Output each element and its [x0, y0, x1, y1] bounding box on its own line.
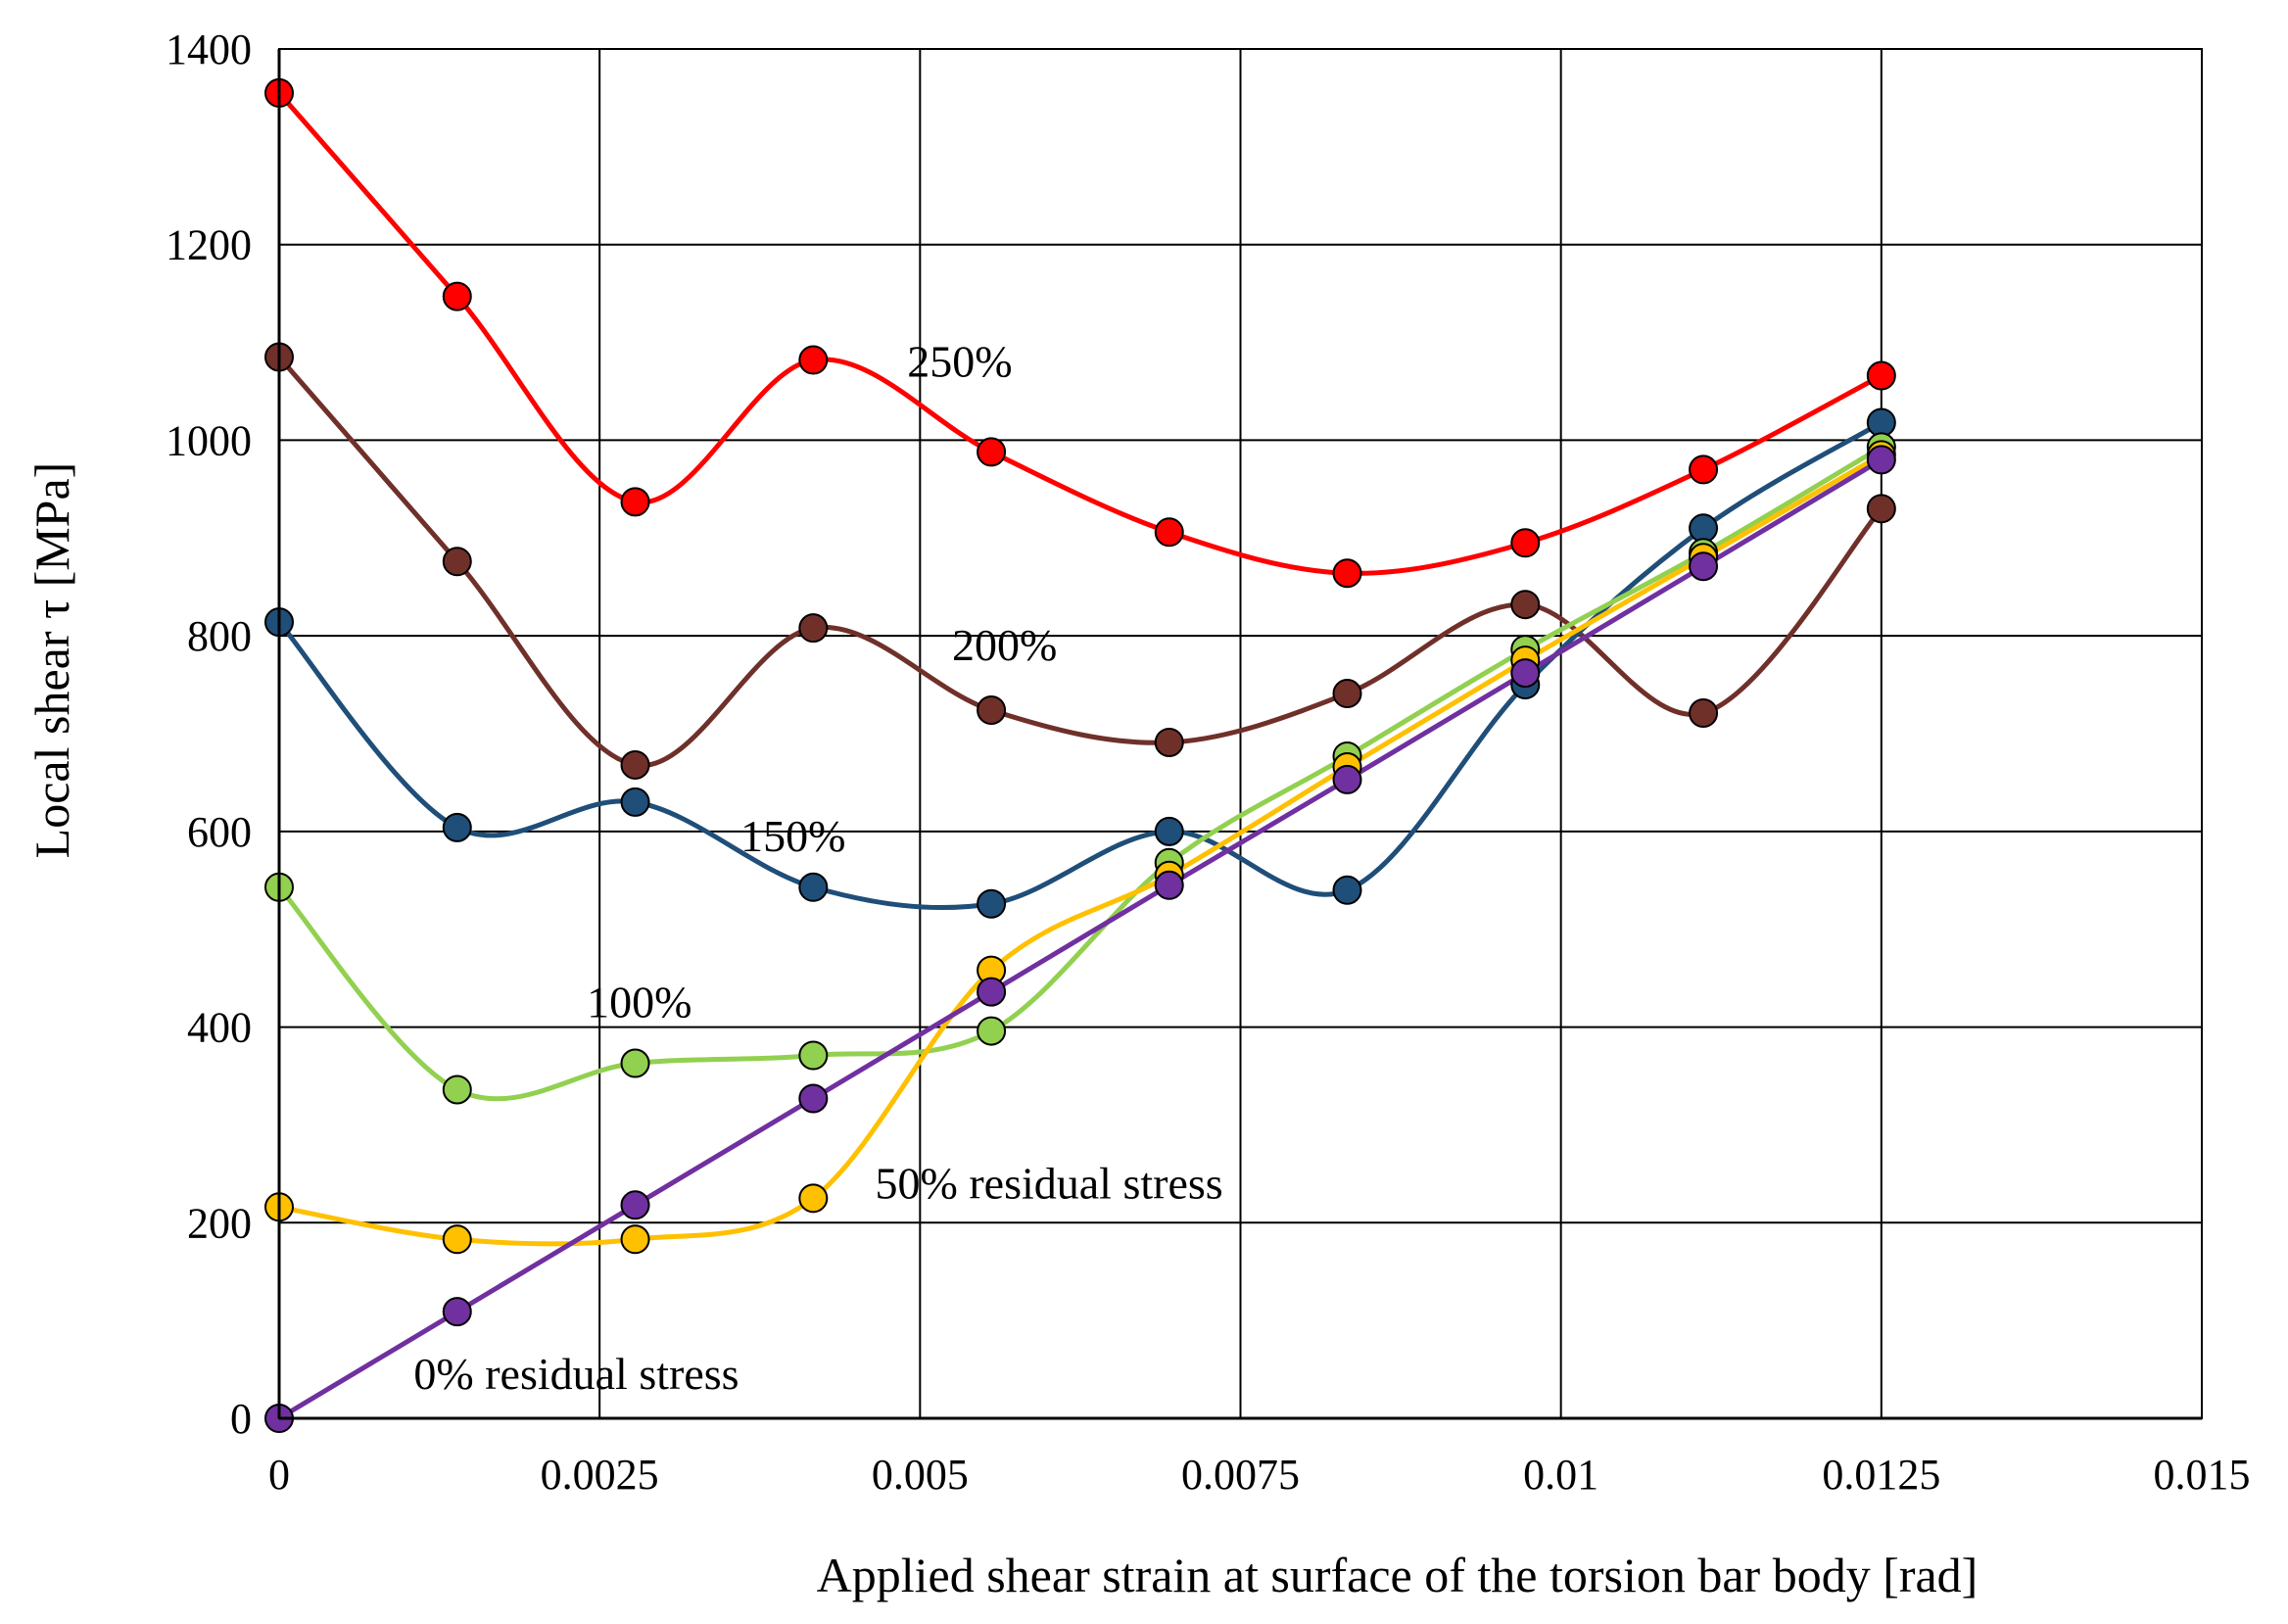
y-tick-label: 1000 — [166, 416, 252, 464]
data-point-50pct — [442, 1224, 472, 1255]
data-point-100pct — [977, 1016, 1007, 1046]
series-annotation: 150% — [740, 811, 845, 861]
y-tick-label: 800 — [187, 612, 252, 660]
data-point-0pct — [1866, 445, 1896, 475]
data-point-250pct — [442, 281, 472, 311]
y-tick-label: 1400 — [166, 25, 252, 73]
data-point-250pct — [1154, 517, 1184, 548]
data-point-150pct — [798, 872, 829, 902]
data-point-0pct — [1332, 764, 1362, 794]
series-line-200pct — [277, 355, 1883, 768]
tick-labels: 0 0.0025 0.005 0.0075 0.01 0.0125 0.015 0 200 400… — [166, 25, 2251, 1499]
data-point-250pct — [798, 345, 829, 375]
data-point-50pct — [620, 1224, 650, 1255]
series-annotation: 50% residual stress — [876, 1158, 1223, 1208]
series-annotation: 100% — [587, 978, 691, 1027]
data-point-200pct — [620, 749, 650, 780]
annotations: 250% 200% 150% 100% 50% residual stress 0% re… — [413, 337, 1222, 1400]
data-point-250pct — [1332, 558, 1362, 589]
data-point-100pct — [620, 1048, 650, 1078]
data-point-200pct — [1510, 590, 1541, 620]
x-tick-label: 0.0125 — [1822, 1451, 1940, 1499]
data-point-200pct — [1154, 727, 1184, 757]
data-point-250pct — [1689, 454, 1719, 485]
series-annotation: 0% residual stress — [413, 1349, 739, 1399]
data-point-150pct — [1866, 407, 1896, 438]
data-point-250pct — [620, 487, 650, 517]
series-markers — [264, 77, 1896, 1433]
data-point-150pct — [1689, 513, 1719, 544]
data-point-150pct — [1332, 875, 1362, 905]
data-point-0pct — [1510, 658, 1541, 689]
series-lines — [277, 91, 1883, 1421]
x-tick-label: 0.0025 — [541, 1451, 659, 1499]
data-point-150pct — [442, 812, 472, 842]
data-point-250pct — [1866, 360, 1896, 391]
data-point-0pct — [1154, 870, 1184, 900]
data-point-0pct — [1689, 551, 1719, 582]
series-annotation: 250% — [907, 337, 1012, 387]
data-point-150pct — [1154, 816, 1184, 846]
axes — [277, 48, 2203, 1420]
y-tick-label: 0 — [230, 1395, 252, 1443]
data-point-250pct — [977, 437, 1007, 467]
y-tick-label: 400 — [187, 1004, 252, 1052]
data-point-200pct — [442, 547, 472, 577]
grid — [278, 48, 2203, 1419]
data-point-100pct — [798, 1040, 829, 1071]
x-tick-label: 0 — [268, 1451, 290, 1499]
data-point-0pct — [620, 1190, 650, 1220]
data-point-200pct — [977, 695, 1007, 726]
series-line-50pct — [278, 453, 1883, 1247]
data-point-0pct — [798, 1083, 829, 1114]
data-point-100pct — [442, 1075, 472, 1105]
data-point-200pct — [1689, 698, 1719, 729]
data-point-200pct — [1332, 679, 1362, 709]
series-line-100pct — [277, 445, 1883, 1102]
data-point-250pct — [1510, 528, 1541, 558]
series-line-250pct — [277, 91, 1883, 576]
data-point-50pct — [798, 1183, 829, 1214]
data-point-200pct — [1866, 494, 1896, 524]
y-tick-label: 1200 — [166, 221, 252, 269]
data-point-0pct — [977, 977, 1007, 1007]
x-tick-label: 0.005 — [872, 1451, 969, 1499]
x-axis-title: Applied shear strain at surface of the t… — [817, 1548, 1978, 1602]
series-annotation: 200% — [952, 620, 1057, 670]
data-point-150pct — [620, 787, 650, 817]
y-tick-label: 600 — [187, 808, 252, 856]
x-tick-label: 0.015 — [2154, 1451, 2251, 1499]
x-tick-label: 0.01 — [1523, 1451, 1598, 1499]
data-point-0pct — [442, 1297, 472, 1327]
y-axis-title: Local shear τ [MPa] — [24, 462, 79, 859]
data-point-200pct — [798, 613, 829, 644]
y-tick-label: 200 — [187, 1199, 252, 1247]
data-point-150pct — [977, 888, 1007, 919]
series-line-0pct — [277, 457, 1883, 1421]
x-tick-label: 0.0075 — [1181, 1451, 1300, 1499]
